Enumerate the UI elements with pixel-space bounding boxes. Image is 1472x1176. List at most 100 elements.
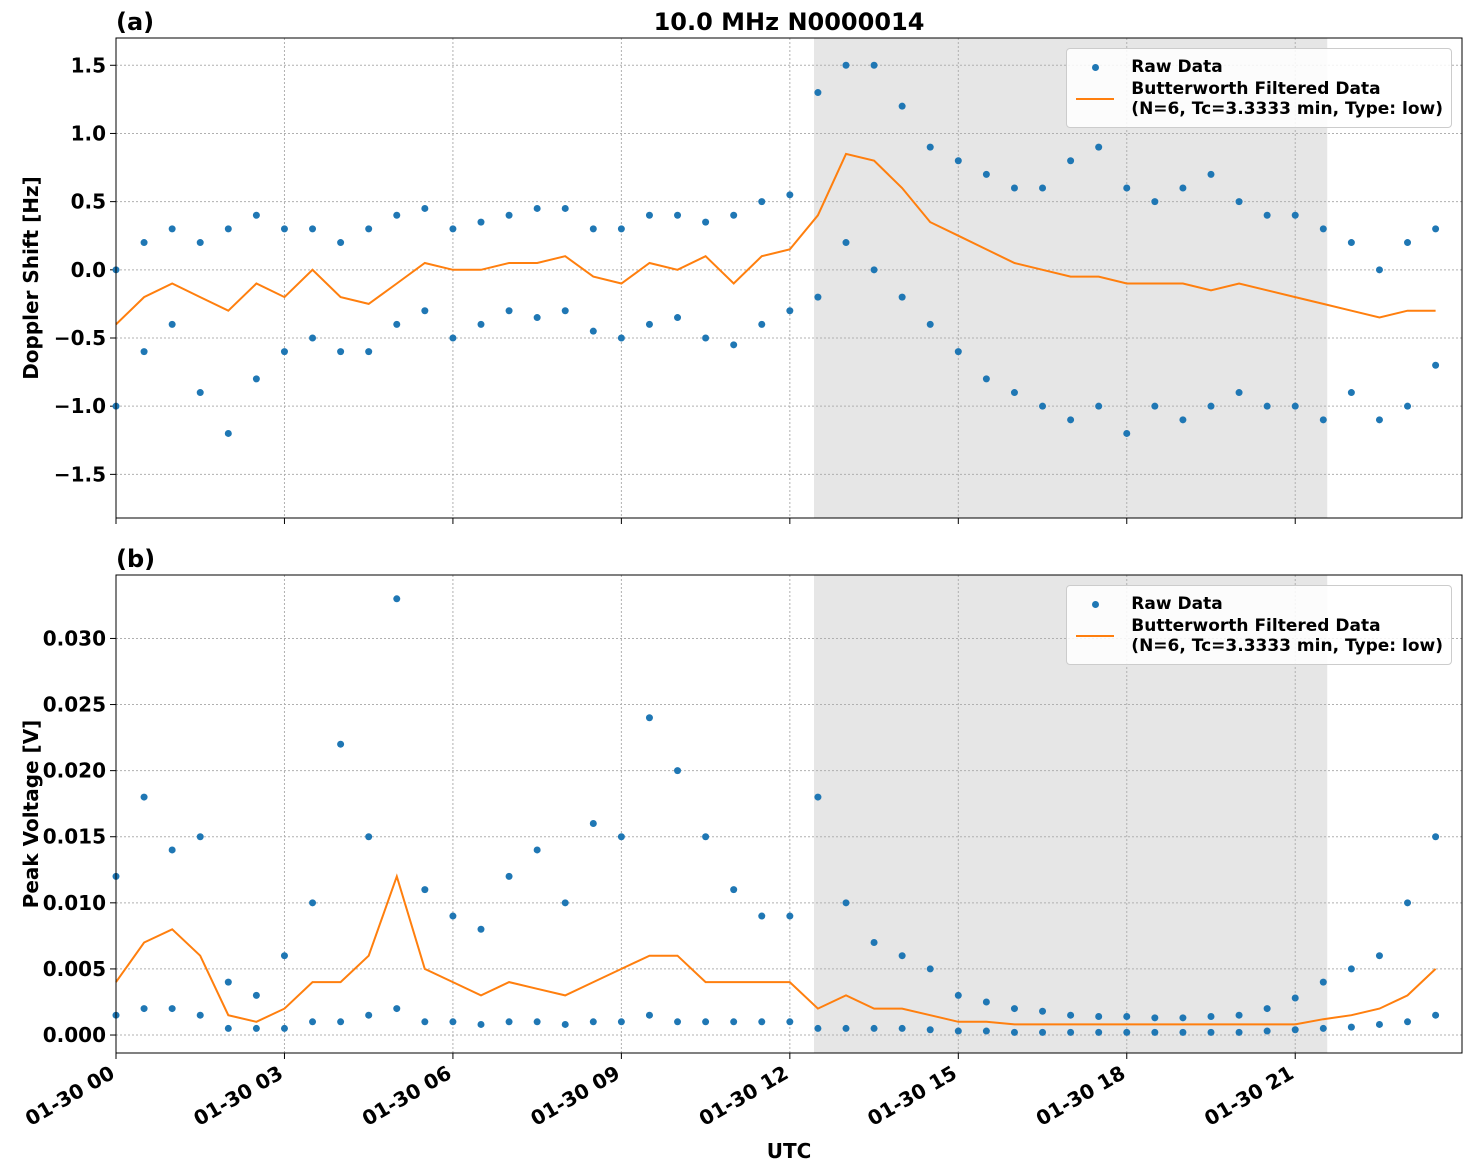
raw-point [224, 429, 232, 437]
raw-point [842, 61, 850, 69]
raw-point [309, 334, 317, 342]
panel-label: (a) [116, 8, 154, 36]
x-tick-label: 01-30 15 [863, 1061, 961, 1131]
raw-point [561, 307, 569, 315]
y-tick-label: 0.025 [43, 693, 106, 717]
panel-label: (b) [116, 545, 155, 573]
raw-point [196, 1011, 204, 1019]
raw-point [1067, 157, 1075, 165]
raw-point [954, 348, 962, 356]
raw-point [252, 1024, 260, 1032]
raw-point [1207, 1013, 1215, 1021]
raw-point [645, 320, 653, 328]
raw-point [982, 170, 990, 178]
raw-point [814, 793, 822, 801]
plot-frame [115, 574, 1463, 1054]
raw-point [617, 334, 625, 342]
raw-point [674, 211, 682, 219]
raw-point [982, 1027, 990, 1035]
plot-area [112, 61, 1440, 437]
y-tick-label: 0.0 [71, 258, 106, 282]
legend-key [1075, 635, 1115, 637]
raw-point [786, 912, 794, 920]
legend-label: Raw Data [1131, 594, 1223, 614]
raw-point [337, 1018, 345, 1026]
raw-point [1375, 952, 1383, 960]
raw-point [337, 348, 345, 356]
raw-point [421, 886, 429, 894]
raw-point [1235, 389, 1243, 397]
filtered-line [115, 152, 1436, 326]
raw-point [1067, 1011, 1075, 1019]
raw-point [730, 886, 738, 894]
plot-frame [115, 37, 1463, 519]
raw-point [1404, 1018, 1412, 1026]
raw-point [533, 846, 541, 854]
raw-point [702, 833, 710, 841]
raw-point [196, 389, 204, 397]
legend-swatch [1091, 600, 1099, 608]
x-tick-label: 01-30 09 [526, 1061, 624, 1131]
raw-point [224, 978, 232, 986]
raw-point [309, 1018, 317, 1026]
raw-point [1151, 402, 1159, 410]
raw-point [365, 348, 373, 356]
raw-point [1207, 402, 1215, 410]
legend-label: Raw Data [1131, 57, 1223, 77]
raw-point [421, 307, 429, 315]
raw-point [561, 204, 569, 212]
raw-point [1347, 389, 1355, 397]
raw-point [561, 1020, 569, 1028]
y-tick-label: −0.5 [54, 326, 106, 350]
raw-point [337, 740, 345, 748]
raw-point [1123, 1013, 1131, 1021]
y-tick-label: 0.005 [43, 957, 106, 981]
raw-point [1039, 402, 1047, 410]
raw-point [449, 225, 457, 233]
raw-point [393, 1005, 401, 1013]
raw-point [1375, 416, 1383, 424]
raw-point [1010, 1028, 1018, 1036]
raw-point [898, 1024, 906, 1032]
raw-point [814, 293, 822, 301]
raw-point [645, 1011, 653, 1019]
y-tick-label: 0.010 [43, 891, 106, 915]
raw-point [702, 334, 710, 342]
raw-point [365, 1011, 373, 1019]
raw-point [1432, 833, 1440, 841]
raw-point [140, 1005, 148, 1013]
raw-point [842, 1024, 850, 1032]
raw-point [758, 198, 766, 206]
raw-point [1067, 1028, 1075, 1036]
raw-point [449, 912, 457, 920]
raw-point [393, 320, 401, 328]
raw-point [1010, 389, 1018, 397]
raw-point [674, 767, 682, 775]
raw-point [140, 793, 148, 801]
raw-point [140, 239, 148, 247]
raw-point [954, 991, 962, 999]
y-axis-label: Doppler Shift [Hz] [19, 176, 43, 380]
raw-point [645, 211, 653, 219]
chart-title: 10.0 MHz N0000014 [654, 8, 925, 36]
raw-point [1095, 402, 1103, 410]
raw-point [1039, 1028, 1047, 1036]
raw-point [505, 211, 513, 219]
raw-point [168, 846, 176, 854]
raw-point [982, 375, 990, 383]
y-tick-label: 0.015 [43, 825, 106, 849]
raw-point [280, 1024, 288, 1032]
legend-swatch [1076, 635, 1115, 637]
raw-point [1010, 1005, 1018, 1013]
raw-point [168, 225, 176, 233]
raw-point [702, 218, 710, 226]
raw-point [898, 952, 906, 960]
raw-point [393, 595, 401, 603]
raw-point [533, 314, 541, 322]
raw-point [617, 833, 625, 841]
raw-point [617, 225, 625, 233]
raw-point [1207, 1028, 1215, 1036]
raw-point [1151, 198, 1159, 206]
y-tick-label: −1.0 [54, 394, 106, 418]
raw-point [1151, 1028, 1159, 1036]
